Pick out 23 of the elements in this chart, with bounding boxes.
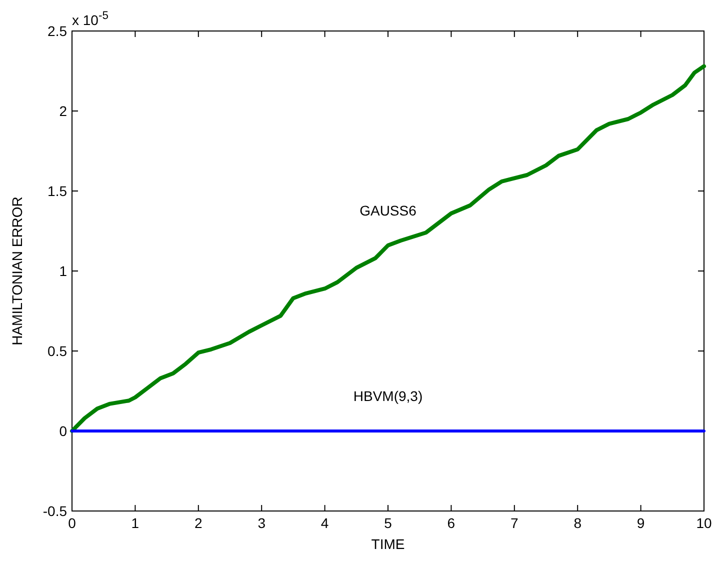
x-tick-label: 7 [510, 515, 518, 531]
text: x 10$^{-5}$ [72, 10, 108, 28]
x-tick-label: 8 [574, 515, 582, 531]
x-tick-label: 10 [696, 515, 712, 531]
x-tick-label: 1 [131, 515, 140, 531]
x-tick-label: 9 [636, 515, 645, 531]
y-tick-label: 0.5 [48, 343, 68, 359]
x-axis-title: TIME [371, 536, 405, 552]
y-axis-title: HAMILTONIAN ERROR [9, 196, 25, 346]
y-tick-label: 2.5 [48, 23, 68, 39]
x-tick-label: 3 [258, 515, 266, 531]
y-tick-label: 1.5 [48, 183, 68, 199]
x-tick-label: 2 [194, 515, 202, 531]
y-tick-label: 2 [59, 103, 68, 119]
x-tick-label: 4 [320, 515, 329, 531]
y-tick-label: 1 [59, 263, 68, 279]
series-label: HBVM(9,3) [353, 388, 423, 404]
y-tick-label: 0 [59, 423, 68, 439]
y-tick-label: -0.5 [42, 503, 68, 519]
x-tick-label: 5 [384, 515, 392, 531]
line-series [70, 64, 706, 433]
x-tick-label: 6 [447, 515, 456, 531]
series-label: GAUSS6 [360, 202, 417, 218]
